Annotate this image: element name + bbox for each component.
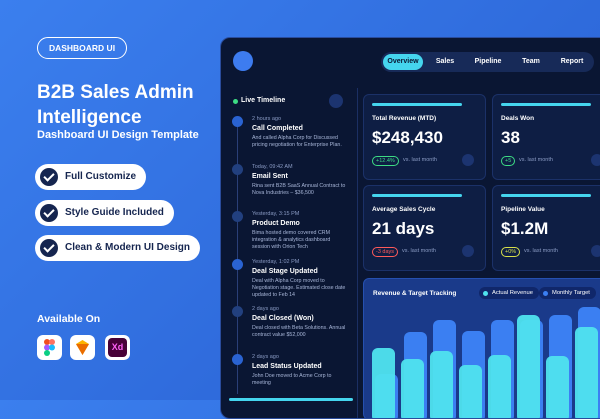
- timeline-text: Deal with Alpha Corp moved to Negotiatio…: [252, 278, 347, 299]
- kpi-accent: [501, 103, 591, 106]
- bar: [517, 315, 540, 419]
- timeline-time: 2 hours ago: [252, 116, 281, 122]
- timeline-item-title: Deal Stage Updated: [252, 268, 318, 275]
- kpi-card: Total Revenue (MTD) $248,430 +12.4% vs. las…: [363, 94, 486, 180]
- kpi-change: +0%: [501, 247, 520, 257]
- kpi-comparison: vs. last month: [402, 248, 436, 254]
- nav-tab[interactable]: Team: [515, 54, 547, 70]
- kpi-change: -3 days: [372, 247, 398, 257]
- bar: [546, 356, 569, 419]
- timeline-title: Live Timeline: [241, 97, 285, 104]
- timeline-icon: [232, 354, 243, 365]
- available-label: Available On: [37, 313, 100, 325]
- timeline-icon: [232, 116, 243, 127]
- kpi-comparison: vs. last month: [403, 157, 437, 163]
- timeline-item-title: Lead Status Updated: [252, 363, 322, 370]
- check-icon: [40, 239, 58, 257]
- nav-tab[interactable]: Overview: [383, 54, 423, 70]
- timeline-icon: [232, 164, 243, 175]
- kpi-arrow-button[interactable]: [462, 154, 474, 166]
- legend-item: Actual Revenue: [479, 287, 539, 299]
- check-icon: [40, 168, 58, 186]
- kpi-arrow-button[interactable]: [591, 245, 600, 257]
- kpi-value: 21 days: [372, 219, 434, 239]
- timeline-text: Rina sent B2B SaaS Annual Contract to No…: [252, 183, 347, 197]
- timeline-time: Yesterday, 1:02 PM: [252, 259, 299, 265]
- timeline-item-title: Deal Closed (Won): [252, 315, 314, 322]
- kpi-arrow-button[interactable]: [591, 154, 600, 166]
- live-dot: [233, 99, 238, 104]
- kpi-label: Average Sales Cycle: [372, 206, 435, 213]
- figma-icon: [37, 335, 62, 360]
- timeline-item-title: Call Completed: [252, 125, 303, 132]
- bar: [372, 348, 395, 419]
- nav-tab[interactable]: Sales: [429, 54, 461, 70]
- timeline-time: 2 days ago: [252, 306, 279, 312]
- filter-button[interactable]: [329, 94, 343, 108]
- dashboard: Overview Sales Pipeline Team Report Live Tim…: [220, 37, 600, 419]
- legend-swatch: [543, 291, 548, 296]
- timeline-icon: [232, 306, 243, 317]
- kpi-label: Total Revenue (MTD): [372, 115, 436, 122]
- divider: [357, 88, 358, 418]
- kpi-comparison: vs. last month: [524, 248, 558, 254]
- feature-pill: Style Guide Included: [35, 200, 174, 226]
- kpi-arrow-button[interactable]: [462, 245, 474, 257]
- sketch-icon: [70, 335, 95, 360]
- kpi-accent: [372, 103, 462, 106]
- timeline-item-title: Email Sent: [252, 173, 288, 180]
- timeline-icon: [232, 259, 243, 270]
- chart-card: Revenue & Target Tracking Actual Revenue…: [363, 278, 600, 419]
- timeline-icon: [232, 211, 243, 222]
- kpi-label: Deals Won: [501, 115, 534, 122]
- nav-tab[interactable]: Report: [553, 54, 591, 70]
- badge: DASHBOARD UI: [37, 37, 127, 59]
- bar: [575, 327, 598, 419]
- kpi-accent: [372, 194, 462, 197]
- bar: [430, 351, 453, 419]
- nav-tab[interactable]: Pipeline: [467, 54, 509, 70]
- kpi-change: +5: [501, 156, 515, 166]
- timeline-time: 2 days ago: [252, 354, 279, 360]
- kpi-value: 38: [501, 128, 520, 148]
- kpi-card: Average Sales Cycle 21 days -3 days vs. las…: [363, 185, 486, 271]
- kpi-value: $248,430: [372, 128, 443, 148]
- subtitle: Dashboard UI Design Template: [37, 129, 199, 141]
- kpi-label: Pipeline Value: [501, 206, 545, 213]
- timeline-time: Yesterday, 3:15 PM: [252, 211, 299, 217]
- bar: [401, 359, 424, 419]
- nav-bar: Overview Sales Pipeline Team Report: [381, 52, 594, 72]
- timeline-time: Today, 09:42 AM: [252, 164, 293, 170]
- headline: B2B Sales Admin Intelligence: [37, 80, 207, 130]
- kpi-card: Deals Won 38 +5 vs. last month: [492, 94, 600, 180]
- logo: [233, 51, 253, 71]
- legend-swatch: [483, 291, 488, 296]
- kpi-comparison: vs. last month: [519, 157, 553, 163]
- kpi-change: +12.4%: [372, 156, 399, 166]
- timeline-text: And called Alpha Corp for Discussed pric…: [252, 135, 347, 149]
- kpi-value: $1.2M: [501, 219, 548, 239]
- feature-pill: Full Customize: [35, 164, 146, 190]
- timeline-text: Deal closed with Beta Solutions. Annual …: [252, 325, 347, 339]
- bar: [488, 355, 511, 419]
- kpi-accent: [501, 194, 591, 197]
- check-icon: [40, 204, 58, 222]
- timeline-text: John Doe moved to Acme Corp to meeting: [252, 373, 347, 387]
- kpi-card: Pipeline Value $1.2M +0% vs. last month: [492, 185, 600, 271]
- chart-title: Revenue & Target Tracking: [373, 290, 456, 297]
- xd-label: Xd: [108, 338, 127, 357]
- figma-logo: [37, 335, 62, 360]
- bar: [459, 365, 482, 419]
- page: DASHBOARD UI B2B Sales Admin Intelligenc…: [0, 0, 600, 400]
- sketch-logo: [70, 335, 95, 360]
- legend-item: Monthly Target: [539, 287, 596, 299]
- xd-icon: Xd: [105, 335, 130, 360]
- timeline-item-title: Product Demo: [252, 220, 300, 227]
- timeline-text: Bima hosted demo covered CRM integration…: [252, 230, 347, 251]
- feature-pill: Clean & Modern UI Design: [35, 235, 200, 261]
